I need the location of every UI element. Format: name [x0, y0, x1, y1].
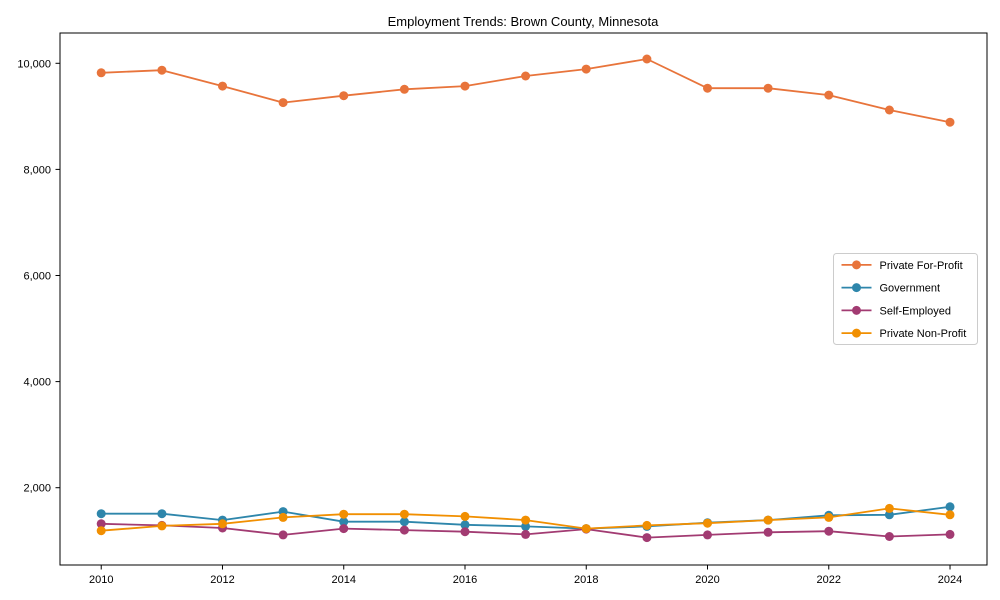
legend-box: [833, 253, 978, 345]
data-point: [763, 515, 773, 525]
data-point: [763, 527, 773, 537]
x-tick-label: 2010: [89, 574, 113, 586]
data-point: [521, 521, 531, 531]
legend-marker: [852, 305, 861, 315]
series-layer: [96, 54, 955, 543]
data-point: [824, 90, 834, 100]
data-point: [460, 527, 470, 537]
data-point: [96, 526, 106, 536]
data-point: [399, 517, 409, 527]
data-point: [96, 68, 106, 78]
series-private-for-profit: [96, 54, 955, 127]
data-point: [884, 510, 894, 520]
x-tick-label: 2016: [453, 574, 477, 586]
data-point: [945, 510, 955, 520]
data-point: [884, 532, 894, 541]
data-point: [763, 83, 773, 93]
data-point: [339, 509, 349, 519]
y-tick-label: 4,000: [23, 377, 51, 389]
data-point: [278, 512, 288, 522]
x-tick-label: 2014: [331, 574, 355, 586]
y-tick-label: 8,000: [23, 164, 51, 176]
data-point: [339, 524, 349, 534]
legend-marker: [852, 283, 861, 293]
data-point: [460, 81, 470, 91]
x-tick-label: 2020: [695, 574, 719, 586]
data-point: [521, 71, 531, 81]
data-point: [581, 524, 591, 534]
data-point: [96, 509, 106, 519]
data-point: [945, 502, 955, 512]
legend-item-self-employed: Self-Employed: [841, 305, 952, 317]
data-point: [703, 83, 712, 93]
x-tick-label: 2024: [938, 574, 962, 586]
data-point: [278, 530, 288, 540]
data-point: [521, 515, 531, 525]
data-point: [642, 520, 652, 530]
x-tick-label: 2022: [817, 574, 841, 586]
data-point: [339, 91, 349, 101]
data-point: [218, 519, 227, 529]
plot-border: [59, 32, 988, 566]
data-point: [399, 525, 409, 535]
legend: Private For-Profit Government Self-Employe…: [833, 253, 978, 345]
data-point: [703, 518, 712, 528]
legend-marker: [852, 328, 861, 338]
x-tick-label: 2018: [574, 574, 598, 586]
axes-layer: 2010 2012 2014 2016 2018 2020 2022 2024 2,000 4,0…: [17, 32, 988, 586]
data-point: [824, 526, 834, 536]
y-tick-label: 10,000: [17, 58, 51, 70]
data-point: [884, 503, 894, 513]
data-point: [157, 65, 167, 75]
data-point: [581, 64, 591, 74]
legend-item-private-non-profit: Private Non-Profit: [841, 328, 967, 340]
data-point: [642, 54, 652, 64]
data-point: [945, 117, 955, 127]
series-line: [100, 58, 951, 124]
data-point: [884, 105, 894, 115]
data-point: [218, 81, 227, 91]
legend-label: Government: [880, 283, 941, 295]
chart-title: Employment Trends: Brown County, Minneso…: [388, 14, 659, 29]
data-point: [460, 520, 470, 530]
legend-item-private-for-profit: Private For-Profit: [841, 260, 963, 272]
legend-label: Private Non-Profit: [880, 328, 967, 340]
series-private-non-profit: [96, 503, 955, 536]
data-point: [399, 509, 409, 519]
data-point: [521, 529, 531, 539]
legend-item-government: Government: [841, 283, 941, 295]
data-point: [157, 509, 167, 519]
legend-label: Private For-Profit: [880, 260, 963, 272]
data-point: [642, 533, 652, 543]
data-point: [460, 511, 470, 521]
data-point: [703, 530, 712, 540]
x-tick-label: 2012: [210, 574, 234, 586]
data-point: [399, 84, 409, 94]
data-point: [945, 529, 955, 539]
y-tick-label: 2,000: [23, 483, 51, 495]
data-point: [96, 519, 106, 529]
data-point: [339, 517, 349, 527]
data-point: [157, 521, 167, 531]
legend-marker: [852, 260, 861, 270]
data-point: [278, 98, 288, 108]
legend-label: Self-Employed: [880, 305, 952, 317]
y-tick-label: 6,000: [23, 270, 51, 282]
data-point: [824, 512, 834, 522]
